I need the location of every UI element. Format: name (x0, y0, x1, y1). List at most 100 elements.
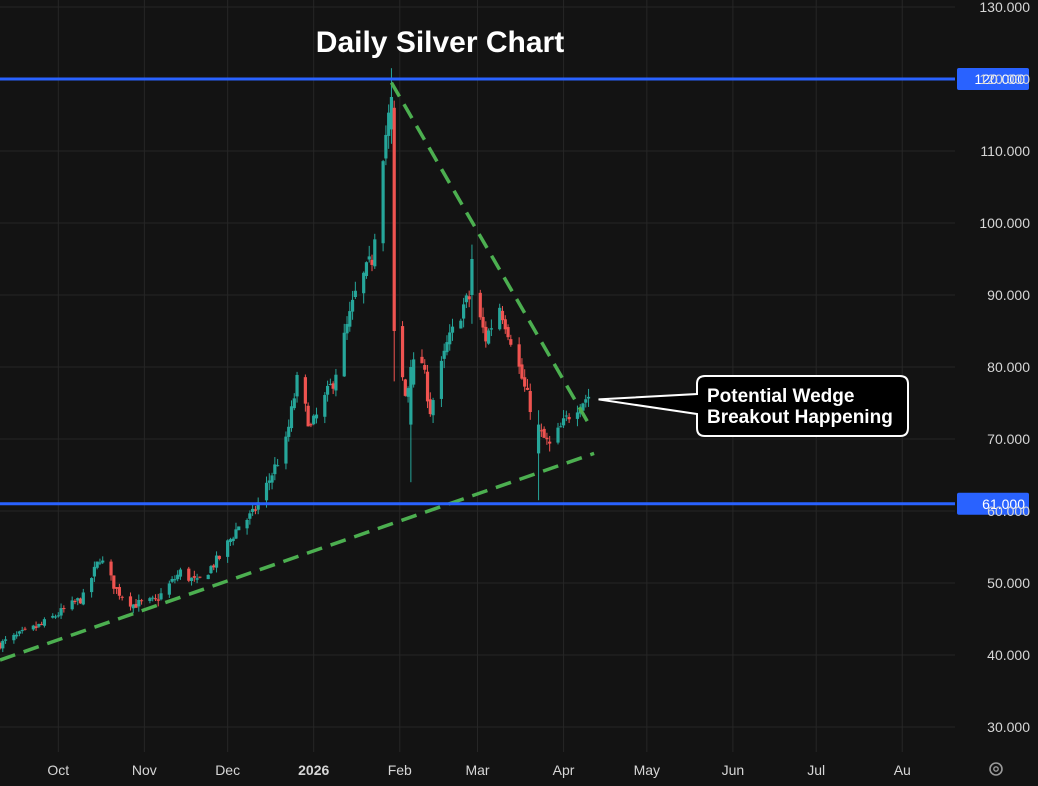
candle-body (500, 310, 505, 321)
candle-body (536, 424, 541, 454)
x-tick-label: Oct (47, 762, 69, 778)
candle-body (428, 399, 432, 415)
candle-body (342, 332, 346, 377)
candle-body (276, 465, 280, 467)
candle-body (498, 307, 502, 330)
candle-body (525, 387, 530, 390)
candle-body (409, 367, 413, 425)
candle-body (137, 599, 141, 607)
candle-body (556, 427, 560, 443)
y-tick-label: 120.000 (979, 71, 1030, 87)
wedge-trendline (0, 451, 595, 662)
candle-body (364, 262, 369, 277)
candle-body (20, 630, 24, 632)
candle-body (586, 396, 591, 399)
candle-body (312, 415, 316, 425)
callout-text-line: Potential Wedge (707, 386, 854, 407)
wedge-trendline (389, 81, 593, 430)
candle-body (62, 608, 66, 610)
candle-body (114, 587, 119, 589)
y-tick-label: 40.000 (987, 647, 1030, 663)
candle-body (523, 377, 527, 387)
candle-body (384, 134, 388, 159)
candle-body (228, 539, 233, 543)
candle-body (559, 426, 563, 428)
candle-body (90, 578, 94, 593)
candle-body (98, 562, 102, 564)
candle-body (345, 324, 349, 334)
candle-body (1, 640, 5, 649)
candle-body (51, 615, 55, 618)
candle-body (389, 97, 394, 130)
candle-body (209, 566, 213, 574)
candle-body (306, 405, 310, 427)
candle-body (334, 374, 338, 391)
candle-body (264, 482, 269, 501)
candle-body (251, 508, 255, 512)
candle-body (139, 600, 144, 602)
candle-body (206, 574, 210, 580)
candle-body (292, 398, 296, 409)
candle-body (234, 529, 238, 539)
y-tick-label: 30.000 (987, 719, 1030, 735)
candle-body (381, 161, 385, 244)
candle-body (373, 239, 377, 267)
candle-body (481, 316, 485, 328)
y-tick-label: 50.000 (987, 575, 1030, 591)
price-level-tag (957, 492, 1029, 515)
callout-text-line: Breakout Happening (707, 407, 893, 428)
level-layer: 120.000 61.000 (0, 68, 1029, 515)
candle-body (15, 634, 19, 637)
candle-body (70, 600, 74, 610)
candle-body (117, 587, 121, 596)
y-tick-label: 100.000 (979, 215, 1030, 231)
candle-body (506, 327, 510, 338)
candle-body (128, 596, 133, 607)
candle-body (331, 383, 335, 389)
candle-body (173, 579, 177, 581)
candle-body (575, 412, 580, 419)
candle-body (348, 311, 352, 327)
candle-body (212, 565, 216, 568)
candle-body (561, 418, 566, 426)
candle-body (567, 416, 571, 420)
candle-body (406, 388, 410, 397)
candle-body (470, 259, 474, 295)
x-tick-label: Dec (215, 762, 240, 778)
candle-body (464, 295, 468, 303)
x-tick-label: Mar (465, 762, 489, 778)
x-tick-label: May (634, 762, 660, 778)
chart-title: Daily Silver Chart (316, 26, 564, 59)
candle-body (425, 371, 430, 402)
x-tick-label: 2026 (298, 762, 329, 778)
candle-body (387, 112, 391, 136)
candle-body (528, 391, 532, 413)
y-tick-label: 60.000 (987, 503, 1030, 519)
axis-layer: 30.000 40.000 50.000 60.000 70.000 80.000 90.0… (47, 0, 1030, 778)
candle-body (362, 272, 366, 294)
candle-body (59, 608, 63, 616)
candle-body (431, 400, 435, 416)
candle-body (328, 384, 332, 386)
candle-body (0, 642, 2, 649)
candle-body (159, 593, 163, 600)
candle-body (267, 480, 271, 483)
candle-body (76, 598, 80, 601)
candle-body (370, 259, 374, 265)
y-tick-label: 110.000 (980, 143, 1030, 159)
candle-body (37, 623, 41, 627)
price-level-tag (957, 68, 1029, 90)
candle-body (448, 332, 452, 345)
candle-body (23, 628, 27, 630)
candle-body (439, 360, 444, 399)
settings-gear-icon[interactable] (989, 762, 1003, 776)
candle-body (131, 604, 135, 609)
candle-body (217, 555, 221, 559)
y-tick-label: 70.000 (987, 431, 1030, 447)
candle-body (120, 596, 124, 598)
x-tick-label: Nov (132, 762, 157, 778)
candle-body (450, 326, 455, 333)
candle-body (503, 319, 507, 330)
